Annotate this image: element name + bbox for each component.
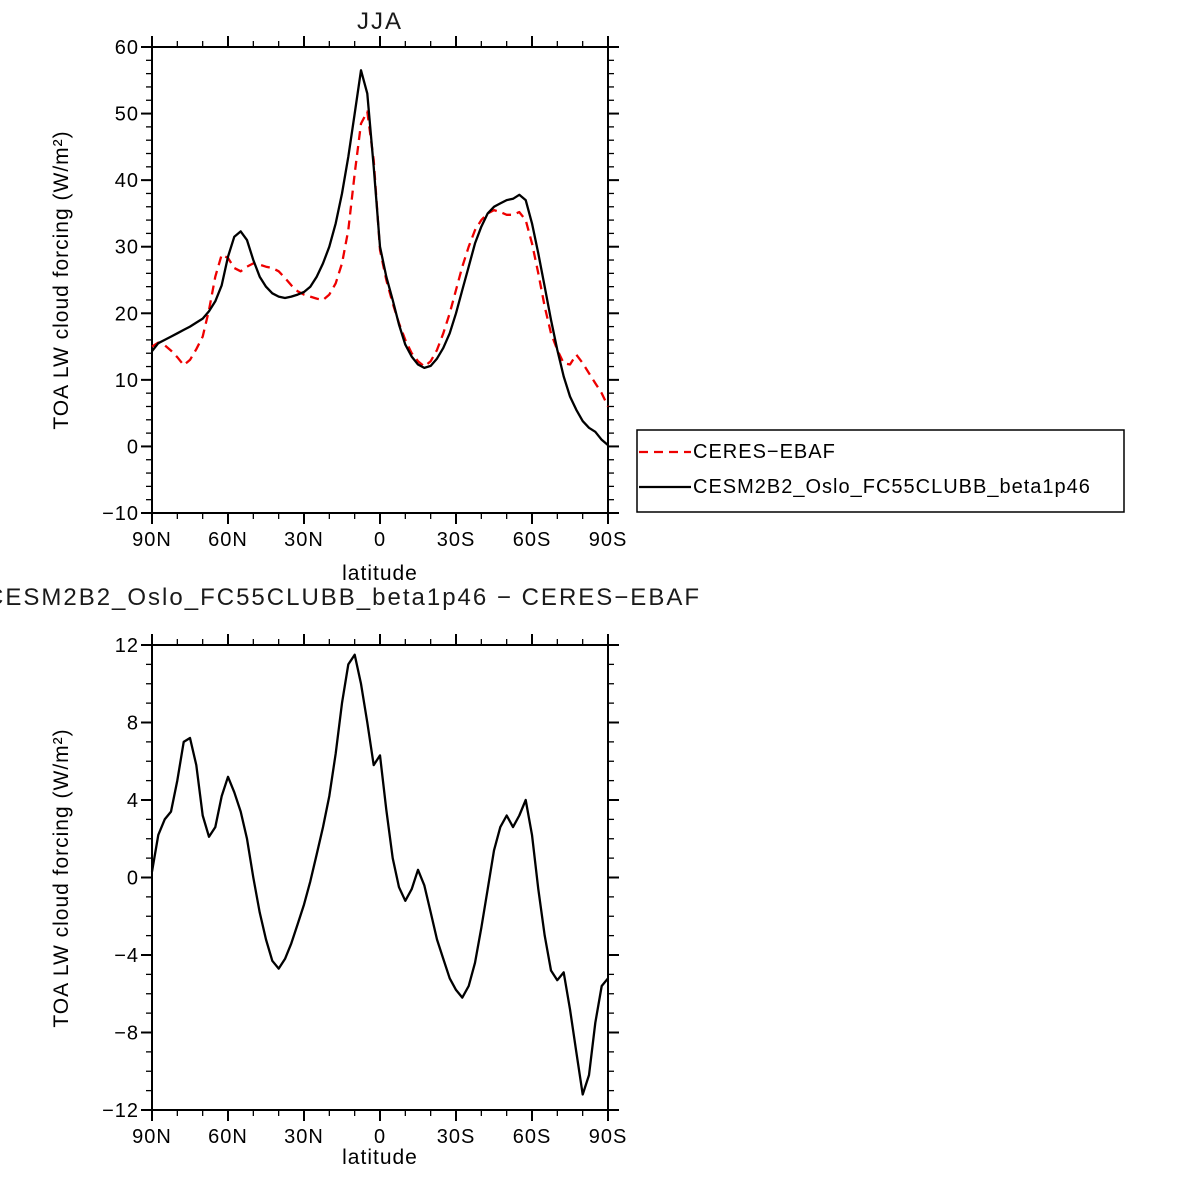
x-tick-label: 90N bbox=[132, 529, 172, 551]
x-tick-label: 30N bbox=[284, 529, 324, 551]
x-tick-label: 60S bbox=[513, 529, 552, 551]
x-tick-label: 30S bbox=[437, 529, 476, 551]
series-line-CESM2B2_minus_CERES-EBAF bbox=[150, 653, 609, 1096]
y-tick-label: 0 bbox=[127, 436, 139, 458]
legend-box bbox=[636, 429, 1125, 513]
plot-frame bbox=[151, 644, 609, 1111]
x-tick-label: 30S bbox=[437, 1126, 476, 1148]
y-tick-label: 60 bbox=[115, 37, 139, 59]
series-line-CESM2B2_Oslo_FC55CLUBB_beta1p46 bbox=[151, 69, 609, 446]
plot-frame bbox=[151, 46, 609, 514]
x-tick-label: 60S bbox=[513, 1126, 552, 1148]
top-chart-y-axis-label: TOA LW cloud forcing (W/m²) bbox=[50, 130, 73, 430]
x-tick-label: 0 bbox=[374, 529, 386, 551]
x-tick-label: 60N bbox=[208, 1126, 248, 1148]
y-tick-label: 30 bbox=[115, 237, 139, 259]
x-tick-label: 0 bbox=[374, 1126, 386, 1148]
x-tick-label: 30N bbox=[284, 1126, 324, 1148]
y-tick-label: 10 bbox=[115, 370, 139, 392]
y-tick-label: 20 bbox=[115, 303, 139, 325]
legend-label: CESM2B2_Oslo_FC55CLUBB_beta1p46 bbox=[693, 476, 1091, 498]
x-tick-label: 60N bbox=[208, 529, 248, 551]
bottom-chart-title: CESM2B2_Oslo_FC55CLUBB_beta1p46 − CERES−… bbox=[0, 584, 701, 611]
y-tick-label: −12 bbox=[102, 1100, 139, 1122]
bottom-chart-x-axis-label: latitude bbox=[342, 1146, 418, 1169]
top-chart-x-axis-label: latitude bbox=[342, 562, 418, 585]
y-tick-label: 40 bbox=[115, 170, 139, 192]
y-tick-label: 0 bbox=[127, 868, 139, 890]
top-chart-title: JJA bbox=[356, 8, 403, 35]
y-tick-label: 4 bbox=[127, 790, 139, 812]
y-tick-label: 50 bbox=[115, 104, 139, 126]
legend-label: CERES−EBAF bbox=[693, 441, 836, 463]
y-tick-label: −10 bbox=[102, 503, 139, 525]
y-tick-label: −4 bbox=[114, 945, 139, 967]
y-tick-label: −8 bbox=[114, 1023, 139, 1045]
x-tick-label: 90S bbox=[589, 529, 628, 551]
x-tick-label: 90N bbox=[132, 1126, 172, 1148]
y-tick-label: 8 bbox=[127, 713, 139, 735]
x-tick-label: 90S bbox=[589, 1126, 628, 1148]
y-tick-label: 12 bbox=[115, 635, 139, 657]
bottom-chart-y-axis-label: TOA LW cloud forcing (W/m²) bbox=[50, 728, 73, 1028]
